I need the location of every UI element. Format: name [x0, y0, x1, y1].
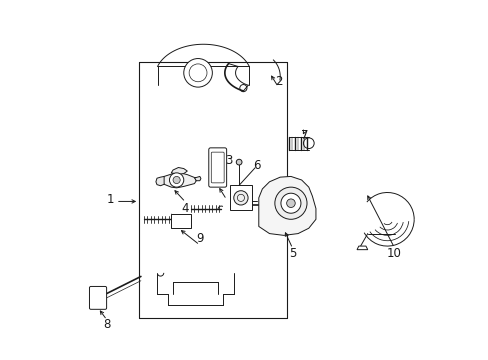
Circle shape	[173, 176, 180, 184]
Text: 2: 2	[274, 75, 282, 88]
Polygon shape	[156, 176, 164, 186]
Polygon shape	[258, 176, 315, 235]
Text: 1: 1	[106, 193, 114, 206]
Text: 4: 4	[182, 202, 189, 215]
Text: 9: 9	[196, 233, 203, 246]
Circle shape	[286, 199, 295, 207]
FancyBboxPatch shape	[89, 287, 106, 309]
Circle shape	[236, 159, 242, 165]
Circle shape	[233, 191, 247, 205]
Text: 10: 10	[386, 247, 401, 260]
Text: 7: 7	[301, 129, 308, 142]
Polygon shape	[194, 176, 201, 181]
Text: 3: 3	[224, 154, 232, 167]
FancyBboxPatch shape	[211, 152, 224, 183]
Text: 6: 6	[253, 159, 260, 172]
FancyBboxPatch shape	[230, 185, 251, 210]
Circle shape	[169, 173, 183, 187]
FancyBboxPatch shape	[171, 214, 190, 228]
Polygon shape	[162, 173, 196, 188]
FancyBboxPatch shape	[208, 148, 226, 187]
Circle shape	[281, 193, 300, 213]
Polygon shape	[356, 246, 367, 249]
Text: 5: 5	[288, 247, 296, 260]
Text: 8: 8	[103, 318, 110, 331]
Polygon shape	[171, 167, 187, 174]
Circle shape	[183, 59, 212, 87]
Circle shape	[274, 187, 306, 219]
